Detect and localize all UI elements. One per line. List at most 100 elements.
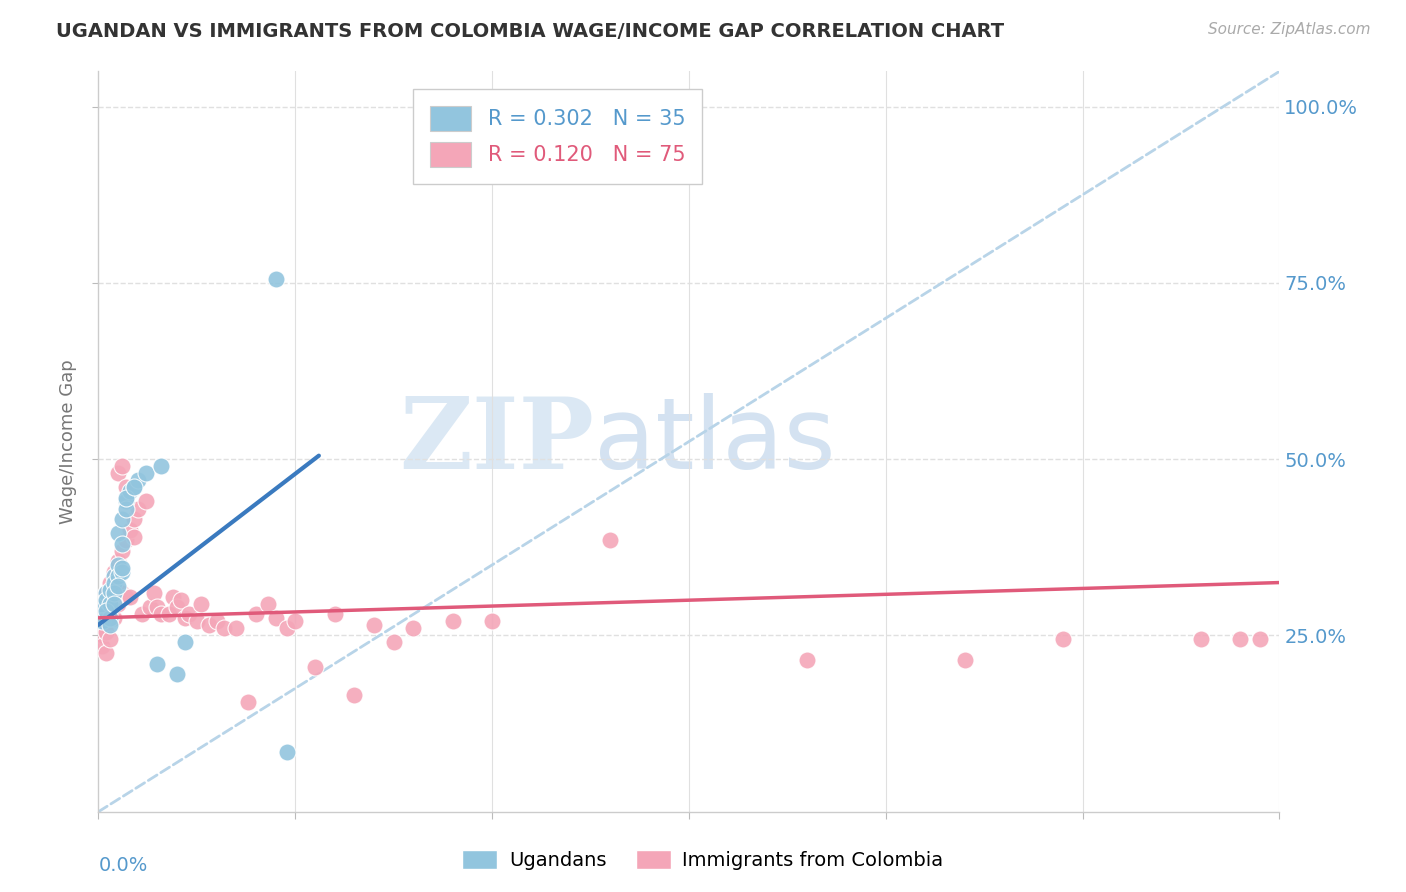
- Point: [111, 561, 134, 575]
- Point: [142, 586, 165, 600]
- Point: [103, 565, 125, 579]
- Point: [205, 615, 228, 629]
- Point: [382, 635, 405, 649]
- Point: [107, 467, 129, 481]
- Point: [103, 586, 125, 600]
- Point: [91, 621, 114, 635]
- Point: [115, 494, 138, 508]
- Point: [115, 501, 138, 516]
- Point: [96, 646, 118, 660]
- Point: [98, 582, 121, 597]
- Point: [264, 611, 287, 625]
- Point: [103, 568, 125, 582]
- Point: [107, 579, 129, 593]
- Text: ZIP: ZIP: [399, 393, 595, 490]
- Point: [96, 615, 118, 629]
- Point: [122, 530, 145, 544]
- Point: [174, 635, 197, 649]
- Point: [162, 590, 184, 604]
- Point: [118, 483, 141, 498]
- Point: [96, 593, 118, 607]
- Point: [98, 575, 121, 590]
- Point: [441, 615, 464, 629]
- Point: [953, 653, 976, 667]
- Point: [91, 639, 114, 653]
- Point: [111, 459, 134, 474]
- Point: [103, 590, 125, 604]
- Point: [118, 590, 141, 604]
- Point: [91, 611, 114, 625]
- Point: [304, 660, 326, 674]
- Point: [98, 618, 121, 632]
- Point: [91, 628, 114, 642]
- Point: [363, 618, 385, 632]
- Point: [115, 533, 138, 548]
- Point: [91, 597, 114, 611]
- Point: [91, 615, 114, 629]
- Point: [135, 494, 157, 508]
- Point: [96, 604, 118, 618]
- Point: [98, 600, 121, 615]
- Point: [166, 667, 188, 681]
- Point: [225, 621, 247, 635]
- Legend: R = 0.302   N = 35, R = 0.120   N = 75: R = 0.302 N = 35, R = 0.120 N = 75: [413, 89, 702, 184]
- Point: [138, 600, 160, 615]
- Point: [115, 491, 138, 505]
- Point: [146, 600, 169, 615]
- Point: [111, 544, 134, 558]
- Point: [122, 480, 145, 494]
- Point: [166, 600, 188, 615]
- Point: [96, 624, 118, 639]
- Point: [186, 615, 208, 629]
- Point: [107, 597, 129, 611]
- Legend: Ugandans, Immigrants from Colombia: Ugandans, Immigrants from Colombia: [454, 842, 952, 878]
- Point: [1249, 632, 1271, 646]
- Point: [115, 590, 138, 604]
- Point: [343, 689, 366, 703]
- Point: [135, 467, 157, 481]
- Point: [236, 695, 259, 709]
- Point: [1189, 632, 1212, 646]
- Point: [214, 621, 236, 635]
- Point: [98, 597, 121, 611]
- Point: [796, 653, 818, 667]
- Text: atlas: atlas: [595, 393, 837, 490]
- Text: Source: ZipAtlas.com: Source: ZipAtlas.com: [1208, 22, 1371, 37]
- Point: [146, 657, 169, 671]
- Point: [103, 597, 125, 611]
- Point: [256, 597, 278, 611]
- Point: [107, 554, 129, 568]
- Point: [98, 611, 121, 625]
- Point: [190, 597, 212, 611]
- Point: [103, 579, 125, 593]
- Point: [276, 745, 298, 759]
- Text: UGANDAN VS IMMIGRANTS FROM COLOMBIA WAGE/INCOME GAP CORRELATION CHART: UGANDAN VS IMMIGRANTS FROM COLOMBIA WAGE…: [56, 22, 1004, 41]
- Point: [96, 586, 118, 600]
- Point: [157, 607, 180, 622]
- Point: [170, 593, 193, 607]
- Point: [107, 558, 129, 572]
- Point: [150, 459, 173, 474]
- Point: [402, 621, 425, 635]
- Point: [127, 473, 149, 487]
- Point: [1229, 632, 1251, 646]
- Point: [107, 568, 129, 582]
- Point: [111, 537, 134, 551]
- Point: [98, 632, 121, 646]
- Point: [103, 611, 125, 625]
- Point: [107, 526, 129, 541]
- Point: [122, 512, 145, 526]
- Point: [115, 480, 138, 494]
- Point: [127, 501, 149, 516]
- Point: [111, 586, 134, 600]
- Point: [284, 615, 307, 629]
- Y-axis label: Wage/Income Gap: Wage/Income Gap: [59, 359, 77, 524]
- Point: [96, 607, 118, 622]
- Point: [122, 480, 145, 494]
- Point: [96, 597, 118, 611]
- Point: [599, 533, 621, 548]
- Point: [98, 590, 121, 604]
- Point: [276, 621, 298, 635]
- Point: [111, 565, 134, 579]
- Point: [150, 607, 173, 622]
